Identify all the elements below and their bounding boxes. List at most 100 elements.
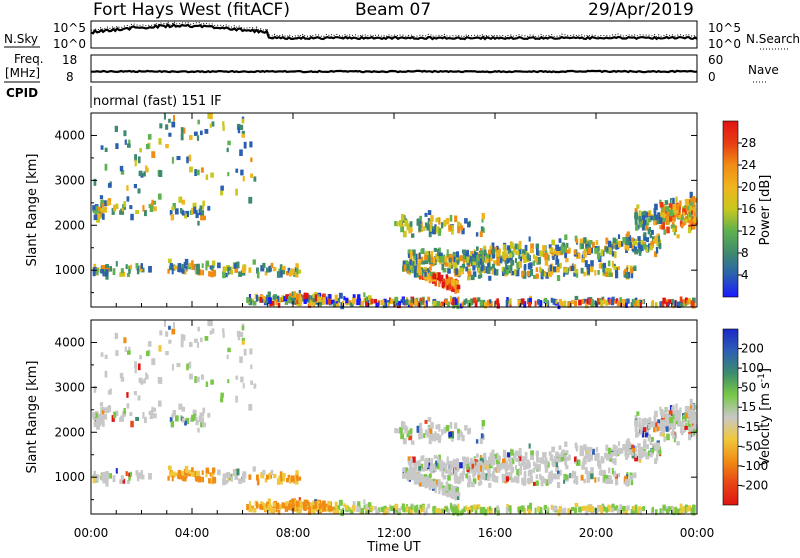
power-cell [266, 267, 269, 273]
power-cell [115, 261, 118, 267]
power-cell [642, 220, 647, 225]
power-cell [563, 272, 566, 277]
power-colorbar-tick-label: 28 [741, 136, 756, 150]
power-cell [492, 263, 495, 269]
velocity-cell [136, 477, 140, 482]
power-cell [173, 115, 175, 121]
velocity-cell [607, 447, 612, 455]
power-cell [542, 245, 546, 252]
velocity-cell [115, 350, 119, 356]
x-tick-label: 16:00 [478, 526, 513, 540]
power-cell [419, 256, 424, 262]
power-cell [409, 221, 413, 227]
velocity-cell [107, 390, 112, 395]
power-cell [433, 256, 436, 264]
power-cell [458, 271, 462, 276]
velocity-cell [272, 502, 276, 508]
power-cell [105, 273, 109, 280]
velocity-cell [625, 440, 628, 446]
power-cell [461, 227, 465, 235]
velocity-cell [424, 478, 427, 484]
velocity-cell [689, 412, 693, 418]
velocity-cell [196, 471, 200, 477]
velocity-colorbar-tick-label: -100 [741, 459, 768, 473]
power-cell [430, 215, 434, 222]
power-cell [653, 220, 657, 226]
power-cell [483, 245, 487, 252]
velocity-cell [514, 475, 517, 482]
power-cell [428, 276, 432, 281]
power-cell [564, 252, 567, 258]
power-cell [120, 268, 124, 274]
power-cell [463, 299, 466, 306]
power-cell [298, 290, 301, 297]
velocity-cell [662, 419, 666, 425]
velocity-cell [481, 506, 486, 514]
velocity-cell [492, 470, 495, 476]
power-cell [506, 245, 511, 251]
velocity-cell [171, 363, 174, 371]
power-cell [457, 296, 460, 303]
velocity-cell [574, 475, 579, 481]
velocity-cell [352, 501, 356, 508]
velocity-cell [465, 473, 468, 479]
power-cell [205, 260, 209, 266]
velocity-cell [583, 505, 587, 511]
velocity-cell [180, 334, 184, 341]
power-cell [290, 268, 295, 276]
power-cell [597, 270, 600, 275]
velocity-cell [167, 475, 170, 481]
power-cell [121, 207, 124, 212]
power-cell [672, 197, 675, 204]
velocity-cell [650, 448, 655, 453]
power-cell [211, 121, 215, 127]
velocity-cell [477, 481, 481, 486]
velocity-cell [93, 421, 98, 428]
freq-strip-frame [90, 54, 698, 83]
velocity-cell [424, 461, 428, 467]
power-cell [626, 231, 630, 237]
power-cell [95, 209, 100, 216]
velocity-cell [563, 479, 566, 484]
power-cell [665, 200, 669, 205]
power-cell [602, 262, 606, 269]
power-cell [574, 268, 579, 274]
velocity-cell [684, 504, 688, 511]
velocity-cell [95, 475, 99, 482]
velocity-cell [143, 378, 146, 384]
velocity-cell [394, 503, 399, 510]
velocity-cell [573, 479, 576, 484]
velocity-cell [626, 452, 630, 458]
power-cell [181, 199, 186, 205]
power-cell [242, 176, 245, 182]
power-cell [608, 272, 613, 277]
velocity-cell [119, 372, 124, 379]
power-cell [123, 201, 126, 208]
power-cell [447, 277, 451, 284]
power-cell [474, 252, 479, 259]
velocity-cell [368, 502, 372, 508]
velocity-cell [202, 407, 206, 414]
power-cell [491, 249, 495, 255]
power-cell [93, 266, 97, 272]
velocity-cell [479, 477, 482, 483]
velocity-cell [514, 450, 517, 456]
power-cell [443, 222, 446, 227]
power-cell [486, 254, 489, 259]
velocity-cell [186, 363, 189, 371]
velocity-cell [600, 507, 603, 514]
power-cell [189, 135, 193, 140]
power-cell [238, 271, 243, 277]
power-cell [672, 227, 675, 232]
velocity-cell [101, 420, 105, 427]
power-cell [685, 198, 690, 206]
velocity-cell [414, 505, 417, 513]
power-cell [445, 274, 449, 279]
power-cell [545, 272, 549, 279]
velocity-cell [168, 465, 172, 471]
velocity-cell [293, 478, 297, 484]
velocity-cell [121, 414, 124, 419]
velocity-cell [465, 457, 469, 463]
x-tick-label: 00:00 [74, 526, 109, 540]
velocity-cell [333, 506, 337, 513]
